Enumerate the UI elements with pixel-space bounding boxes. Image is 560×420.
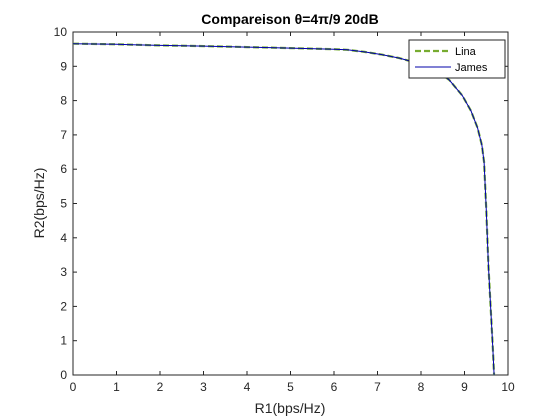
y-tick-label: 2 (60, 299, 67, 313)
y-tick-label: 6 (60, 162, 67, 176)
x-tick-label: 10 (501, 380, 515, 394)
axis-ticks: 0 1 2 3 4 5 6 7 8 9 10 0 1 2 3 4 5 6 7 8 9 10 (54, 25, 515, 394)
x-tick-label: 3 (200, 380, 207, 394)
x-tick-label: 0 (70, 380, 77, 394)
y-tick-label: 7 (60, 128, 67, 142)
chart-title: Compareison θ=4π/9 20dB (201, 11, 378, 27)
x-tick-label: 1 (113, 380, 120, 394)
axes-box (72, 31, 509, 376)
x-tick-label: 7 (374, 380, 381, 394)
legend: Lina James (408, 39, 506, 79)
legend-label-lina: Lina (455, 46, 477, 58)
y-tick-label: 9 (60, 59, 67, 73)
legend-label-james: James (455, 62, 488, 74)
x-tick-label: 5 (287, 380, 294, 394)
y-axis-label: R2(bps/Hz) (31, 168, 47, 239)
x-tick-label: 9 (461, 380, 468, 394)
y-tick-label: 5 (60, 197, 67, 211)
plot-area (72, 31, 509, 376)
y-tick-label: 8 (60, 94, 67, 108)
x-tick-label: 2 (157, 380, 164, 394)
y-tick-label: 4 (60, 231, 67, 245)
y-tick-label: 3 (60, 265, 67, 279)
y-tick-label: 0 (60, 368, 67, 382)
x-tick-label: 6 (331, 380, 338, 394)
legend-box (408, 39, 506, 79)
y-tick-label: 10 (54, 25, 68, 39)
x-tick-label: 4 (244, 380, 251, 394)
x-tick-label: 8 (418, 380, 425, 394)
x-axis-label: R1(bps/Hz) (255, 400, 326, 416)
y-tick-label: 1 (60, 334, 67, 348)
